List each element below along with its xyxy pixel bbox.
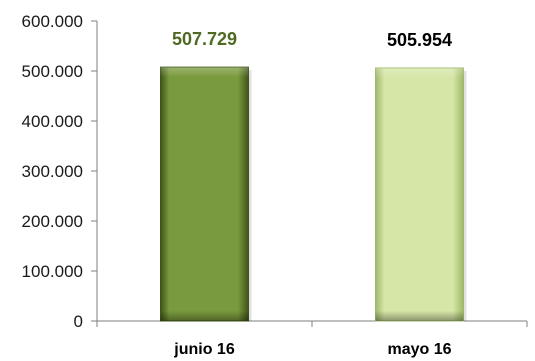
y-tick-label: 500.000 [22,62,83,81]
data-label: 507.729 [172,29,237,49]
y-tick-label: 400.000 [22,112,83,131]
bars [160,66,467,322]
y-tick-label: 200.000 [22,212,83,231]
y-tick-label: 0 [74,312,83,331]
y-axis: 0 100.000 200.000 300.000 400.000 500.000 600.… [22,12,98,331]
x-axis: junio 16 mayo 16 [96,320,528,358]
x-tick-label: junio 16 [173,341,235,358]
y-tick-label: 100.000 [22,262,83,281]
x-tick-label: mayo 16 [387,341,451,358]
y-tick-label: 300.000 [22,162,83,181]
bar-bevel [160,67,249,321]
y-tick-label: 600.000 [22,12,83,31]
data-label: 505.954 [387,30,452,50]
bar-bevel [375,68,464,321]
data-labels: 507.729 505.954 [172,29,452,50]
